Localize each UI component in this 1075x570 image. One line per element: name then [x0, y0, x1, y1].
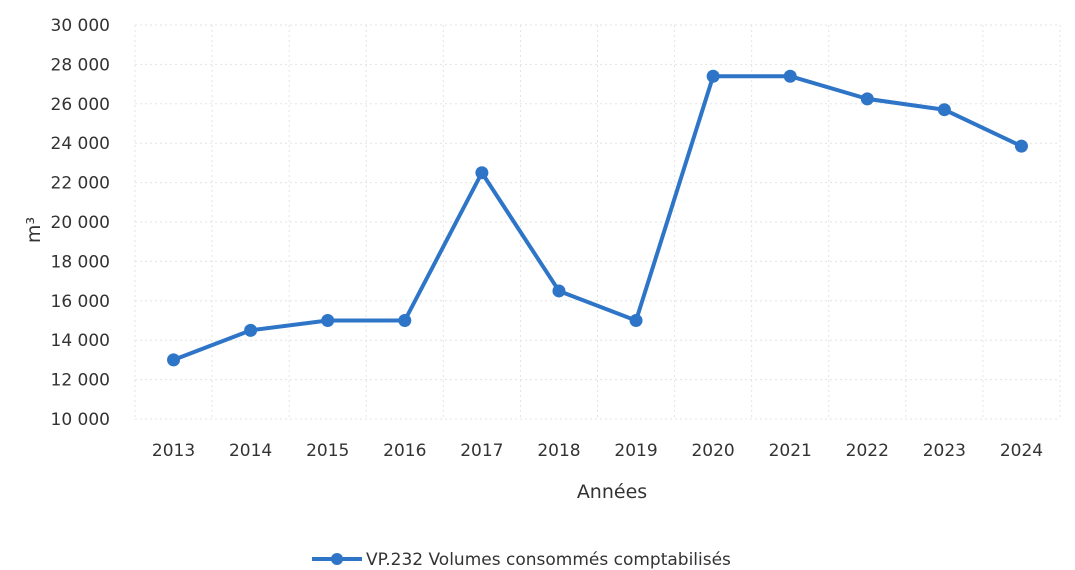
y-tick-label: 26 000: [51, 95, 110, 115]
y-tick-label: 24 000: [51, 134, 110, 154]
legend: VP.232 Volumes consommés comptabilisés: [312, 550, 731, 570]
x-tick-label: 2022: [846, 441, 889, 461]
data-point: [783, 69, 797, 83]
x-tick-label: 2021: [769, 441, 812, 461]
data-point: [860, 92, 874, 106]
legend-label: VP.232 Volumes consommés comptabilisés: [366, 550, 731, 570]
x-tick-label: 2016: [383, 441, 426, 461]
y-tick-label: 18 000: [51, 252, 110, 272]
x-tick-label: 2023: [923, 441, 966, 461]
x-tick-label: 2013: [152, 441, 195, 461]
y-tick-label: 12 000: [51, 371, 110, 391]
y-tick-label: 30 000: [51, 16, 110, 36]
x-axis-ticks: 2013 2014 2015 2016 2017 2018 2019 2020 2021 2022…: [152, 441, 1043, 461]
data-point: [706, 69, 720, 83]
x-tick-label: 2024: [1000, 441, 1043, 461]
x-tick-label: 2018: [537, 441, 580, 461]
y-tick-label: 16 000: [51, 292, 110, 312]
y-tick-label: 22 000: [51, 174, 110, 194]
y-axis-ticks: 10 000 12 000 14 000 16 000 18 000 20 000 22 0…: [51, 16, 110, 430]
data-point: [1014, 139, 1028, 153]
x-tick-label: 2020: [691, 441, 734, 461]
data-point: [167, 353, 181, 367]
data-point: [937, 103, 951, 117]
series: [167, 69, 1028, 367]
x-axis-title: Années: [577, 481, 647, 503]
x-tick-label: 2017: [460, 441, 503, 461]
series-line: [171, 74, 1024, 362]
x-tick-label: 2015: [306, 441, 349, 461]
y-tick-label: 10 000: [51, 410, 110, 430]
legend-marker-swatch: [331, 553, 343, 565]
data-point: [321, 314, 335, 327]
grid: [134, 24, 1061, 420]
y-tick-label: 28 000: [51, 55, 110, 75]
y-tick-label: 14 000: [51, 331, 110, 351]
data-point: [475, 166, 489, 180]
data-point: [398, 314, 412, 327]
data-point: [552, 284, 566, 298]
x-tick-label: 2014: [229, 441, 272, 461]
y-tick-label: 20 000: [51, 213, 110, 233]
x-tick-label: 2019: [614, 441, 657, 461]
data-point: [244, 323, 258, 337]
data-point: [629, 314, 643, 327]
y-axis-title: m³: [23, 217, 45, 243]
